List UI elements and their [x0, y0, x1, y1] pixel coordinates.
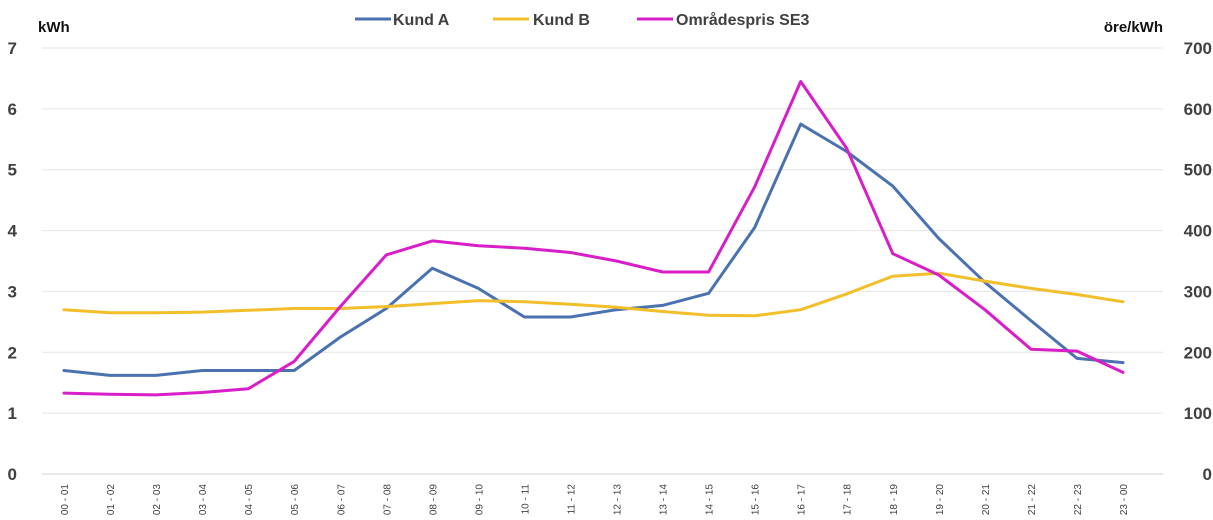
legend-item-kund-b: Kund B: [493, 12, 590, 29]
x-tick-label: 09 - 10: [474, 484, 485, 516]
x-tick-label: 06 - 07: [336, 484, 347, 516]
y-axis-left-label: kWh: [38, 19, 70, 36]
y-left-tick-label: 4: [8, 222, 18, 241]
y-right-tick-label: 400: [1184, 222, 1212, 241]
legend-item-omradespris-se3: Områdespris SE3: [637, 11, 810, 29]
x-axis-ticks: 00 - 01 01 - 02 02 - 03 03 - 04 04 - 05 05 - …: [60, 484, 1130, 516]
x-tick-label: 03 - 04: [198, 484, 209, 516]
x-tick-label: 17 - 18: [843, 484, 854, 516]
y-right-tick-label: 100: [1184, 404, 1212, 423]
x-tick-label: 08 - 09: [428, 484, 439, 516]
y-left-tick-label: 5: [8, 161, 17, 180]
x-tick-label: 02 - 03: [152, 484, 163, 516]
series-lines: [62, 80, 1125, 397]
x-tick-label: 20 - 21: [981, 484, 992, 516]
x-tick-label: 01 - 02: [106, 484, 117, 516]
x-tick-label: 23 - 00: [1119, 484, 1130, 516]
y-right-tick-label: 0: [1203, 465, 1212, 484]
y-right-tick-label: 700: [1184, 39, 1212, 58]
x-tick-label: 12 - 13: [613, 484, 624, 516]
y-axis-right-ticks: 0 100 200 300 400 500 600 700: [1184, 39, 1212, 484]
x-tick-label: 05 - 06: [290, 484, 301, 516]
legend: Kund A Kund B Områdespris SE3: [355, 11, 810, 29]
x-tick-label: 10 - 11: [520, 484, 531, 515]
x-tick-label: 21 - 22: [1027, 484, 1038, 516]
y-axis-right-label: öre/kWh: [1104, 19, 1163, 36]
y-left-tick-label: 7: [8, 39, 17, 58]
y-right-tick-label: 500: [1184, 161, 1212, 180]
x-tick-label: 15 - 16: [751, 484, 762, 516]
y-left-tick-label: 1: [8, 404, 17, 423]
legend-item-kund-a: Kund A: [355, 12, 450, 29]
series-line-kund-b: [62, 271, 1125, 318]
y-left-tick-label: 0: [8, 465, 17, 484]
x-tick-label: 11 - 12: [566, 484, 577, 515]
x-tick-label: 14 - 15: [705, 484, 716, 516]
y-left-tick-label: 2: [8, 343, 17, 362]
y-axis-left-ticks: 0 1 2 3 4 5 6 7: [8, 39, 18, 484]
legend-label-kund-a: Kund A: [393, 12, 450, 29]
x-tick-label: 18 - 19: [889, 484, 900, 516]
x-tick-label: 04 - 05: [244, 484, 255, 516]
y-right-tick-label: 300: [1184, 282, 1212, 301]
gridlines: [42, 47, 1163, 475]
y-left-tick-label: 6: [8, 100, 17, 119]
series-line-kund-a: [62, 122, 1125, 377]
legend-label-omradespris-se3: Områdespris SE3: [676, 11, 810, 29]
y-left-tick-label: 3: [8, 282, 17, 301]
legend-label-kund-b: Kund B: [533, 12, 590, 29]
y-right-tick-label: 200: [1184, 343, 1212, 362]
x-tick-label: 07 - 08: [382, 484, 393, 516]
x-tick-label: 13 - 14: [659, 484, 670, 516]
x-tick-label: 16 - 17: [797, 484, 808, 516]
x-tick-label: 19 - 20: [935, 484, 946, 516]
series-line-omr-despris-se3: [62, 80, 1125, 397]
x-tick-label: 00 - 01: [60, 484, 71, 516]
y-right-tick-label: 600: [1184, 100, 1212, 119]
x-tick-label: 22 - 23: [1073, 484, 1084, 516]
